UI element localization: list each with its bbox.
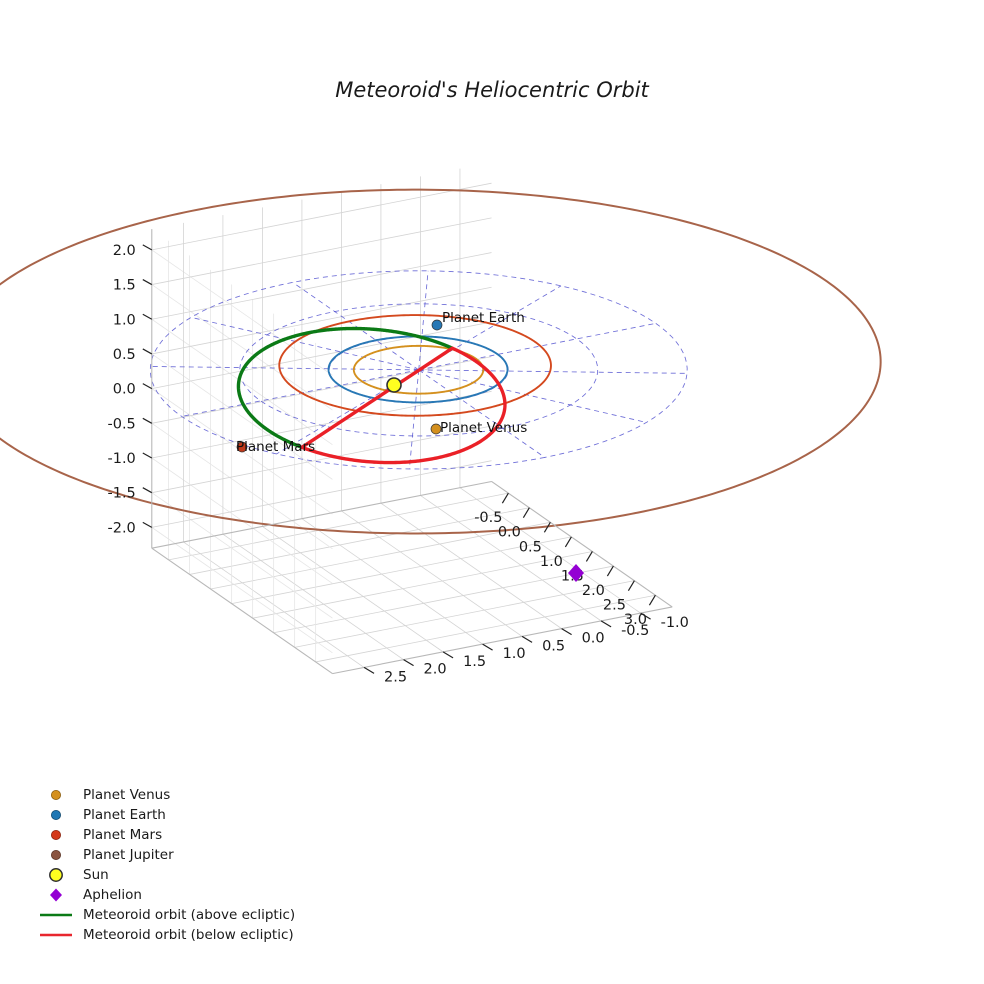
label-planet-venus: Planet Venus (440, 420, 527, 436)
legend-label-1[interactable]: Planet Earth (83, 807, 166, 823)
x-tick-label: 0.0 (498, 525, 521, 541)
legend-marker-4 (49, 868, 63, 882)
y-tick-label: 1.5 (463, 654, 486, 670)
z-tick-label: -0.5 (107, 416, 135, 432)
page-title: Meteoroid's Heliocentric Orbit (335, 78, 649, 102)
marker-sun (386, 377, 402, 393)
legend-label-5[interactable]: Aphelion (83, 887, 142, 903)
x-tick-label: 0.5 (519, 539, 542, 555)
polar-grid (149, 270, 688, 470)
x-tick-label: 2.5 (603, 598, 626, 614)
x-tick-label: 3.0 (624, 612, 647, 628)
y-tick-label: 2.0 (424, 662, 447, 678)
y-tick-label: -1.0 (661, 615, 689, 631)
z-tick-label: 0.5 (113, 347, 136, 363)
y-tick-label: 0.0 (582, 631, 605, 647)
z-tick-label: -1.5 (107, 486, 135, 502)
axes-panes (151, 168, 656, 668)
legend-marker-1 (51, 810, 62, 821)
z-tick-label: -2.0 (107, 520, 135, 536)
y-tick-label: 1.0 (503, 646, 526, 662)
marker-aphelion (568, 564, 584, 582)
legend[interactable]: Planet Venus Planet Earth Planet Mars Plane… (40, 787, 295, 943)
z-tick-label: 2.0 (113, 243, 136, 259)
z-tick-label: -1.0 (107, 451, 135, 467)
point-annotations: Planet Earth Planet Venus Planet Mars (236, 310, 527, 455)
marker-planet-earth (431, 319, 443, 331)
y-tick-label: 2.5 (384, 669, 407, 685)
legend-label-2[interactable]: Planet Mars (83, 827, 162, 843)
x-tick-label: 2.0 (582, 583, 605, 599)
legend-label-0[interactable]: Planet Venus (83, 787, 170, 803)
y-tick-label: -0.5 (621, 623, 649, 639)
legend-marker-3 (51, 850, 62, 861)
legend-label-7[interactable]: Meteoroid orbit (below ecliptic) (83, 927, 294, 943)
z-tick-label: 1.5 (113, 278, 136, 294)
axis-spines (151, 229, 673, 675)
axis-ticks: 2.01.51.00.50.0-0.5-1.0-1.5-2.0-0.50.00.… (107, 243, 688, 686)
legend-label-3[interactable]: Planet Jupiter (83, 847, 174, 863)
x-tick-label: -0.5 (474, 510, 502, 526)
z-tick-label: 0.0 (113, 382, 136, 398)
label-planet-earth: Planet Earth (442, 310, 525, 326)
legend-label-4[interactable]: Sun (83, 867, 109, 883)
legend-marker-5 (50, 888, 62, 902)
orbit-curves (0, 188, 882, 535)
marker-planet-mars (236, 441, 248, 453)
legend-marker-2 (51, 830, 62, 841)
legend-label-6[interactable]: Meteoroid orbit (above ecliptic) (83, 907, 295, 923)
y-tick-label: 0.5 (542, 638, 565, 654)
label-planet-mars: Planet Mars (236, 439, 315, 455)
body-markers (236, 319, 584, 582)
legend-marker-0 (51, 790, 62, 801)
marker-planet-venus (430, 423, 442, 435)
z-tick-label: 1.0 (113, 312, 136, 328)
x-tick-label: 1.0 (540, 554, 563, 570)
